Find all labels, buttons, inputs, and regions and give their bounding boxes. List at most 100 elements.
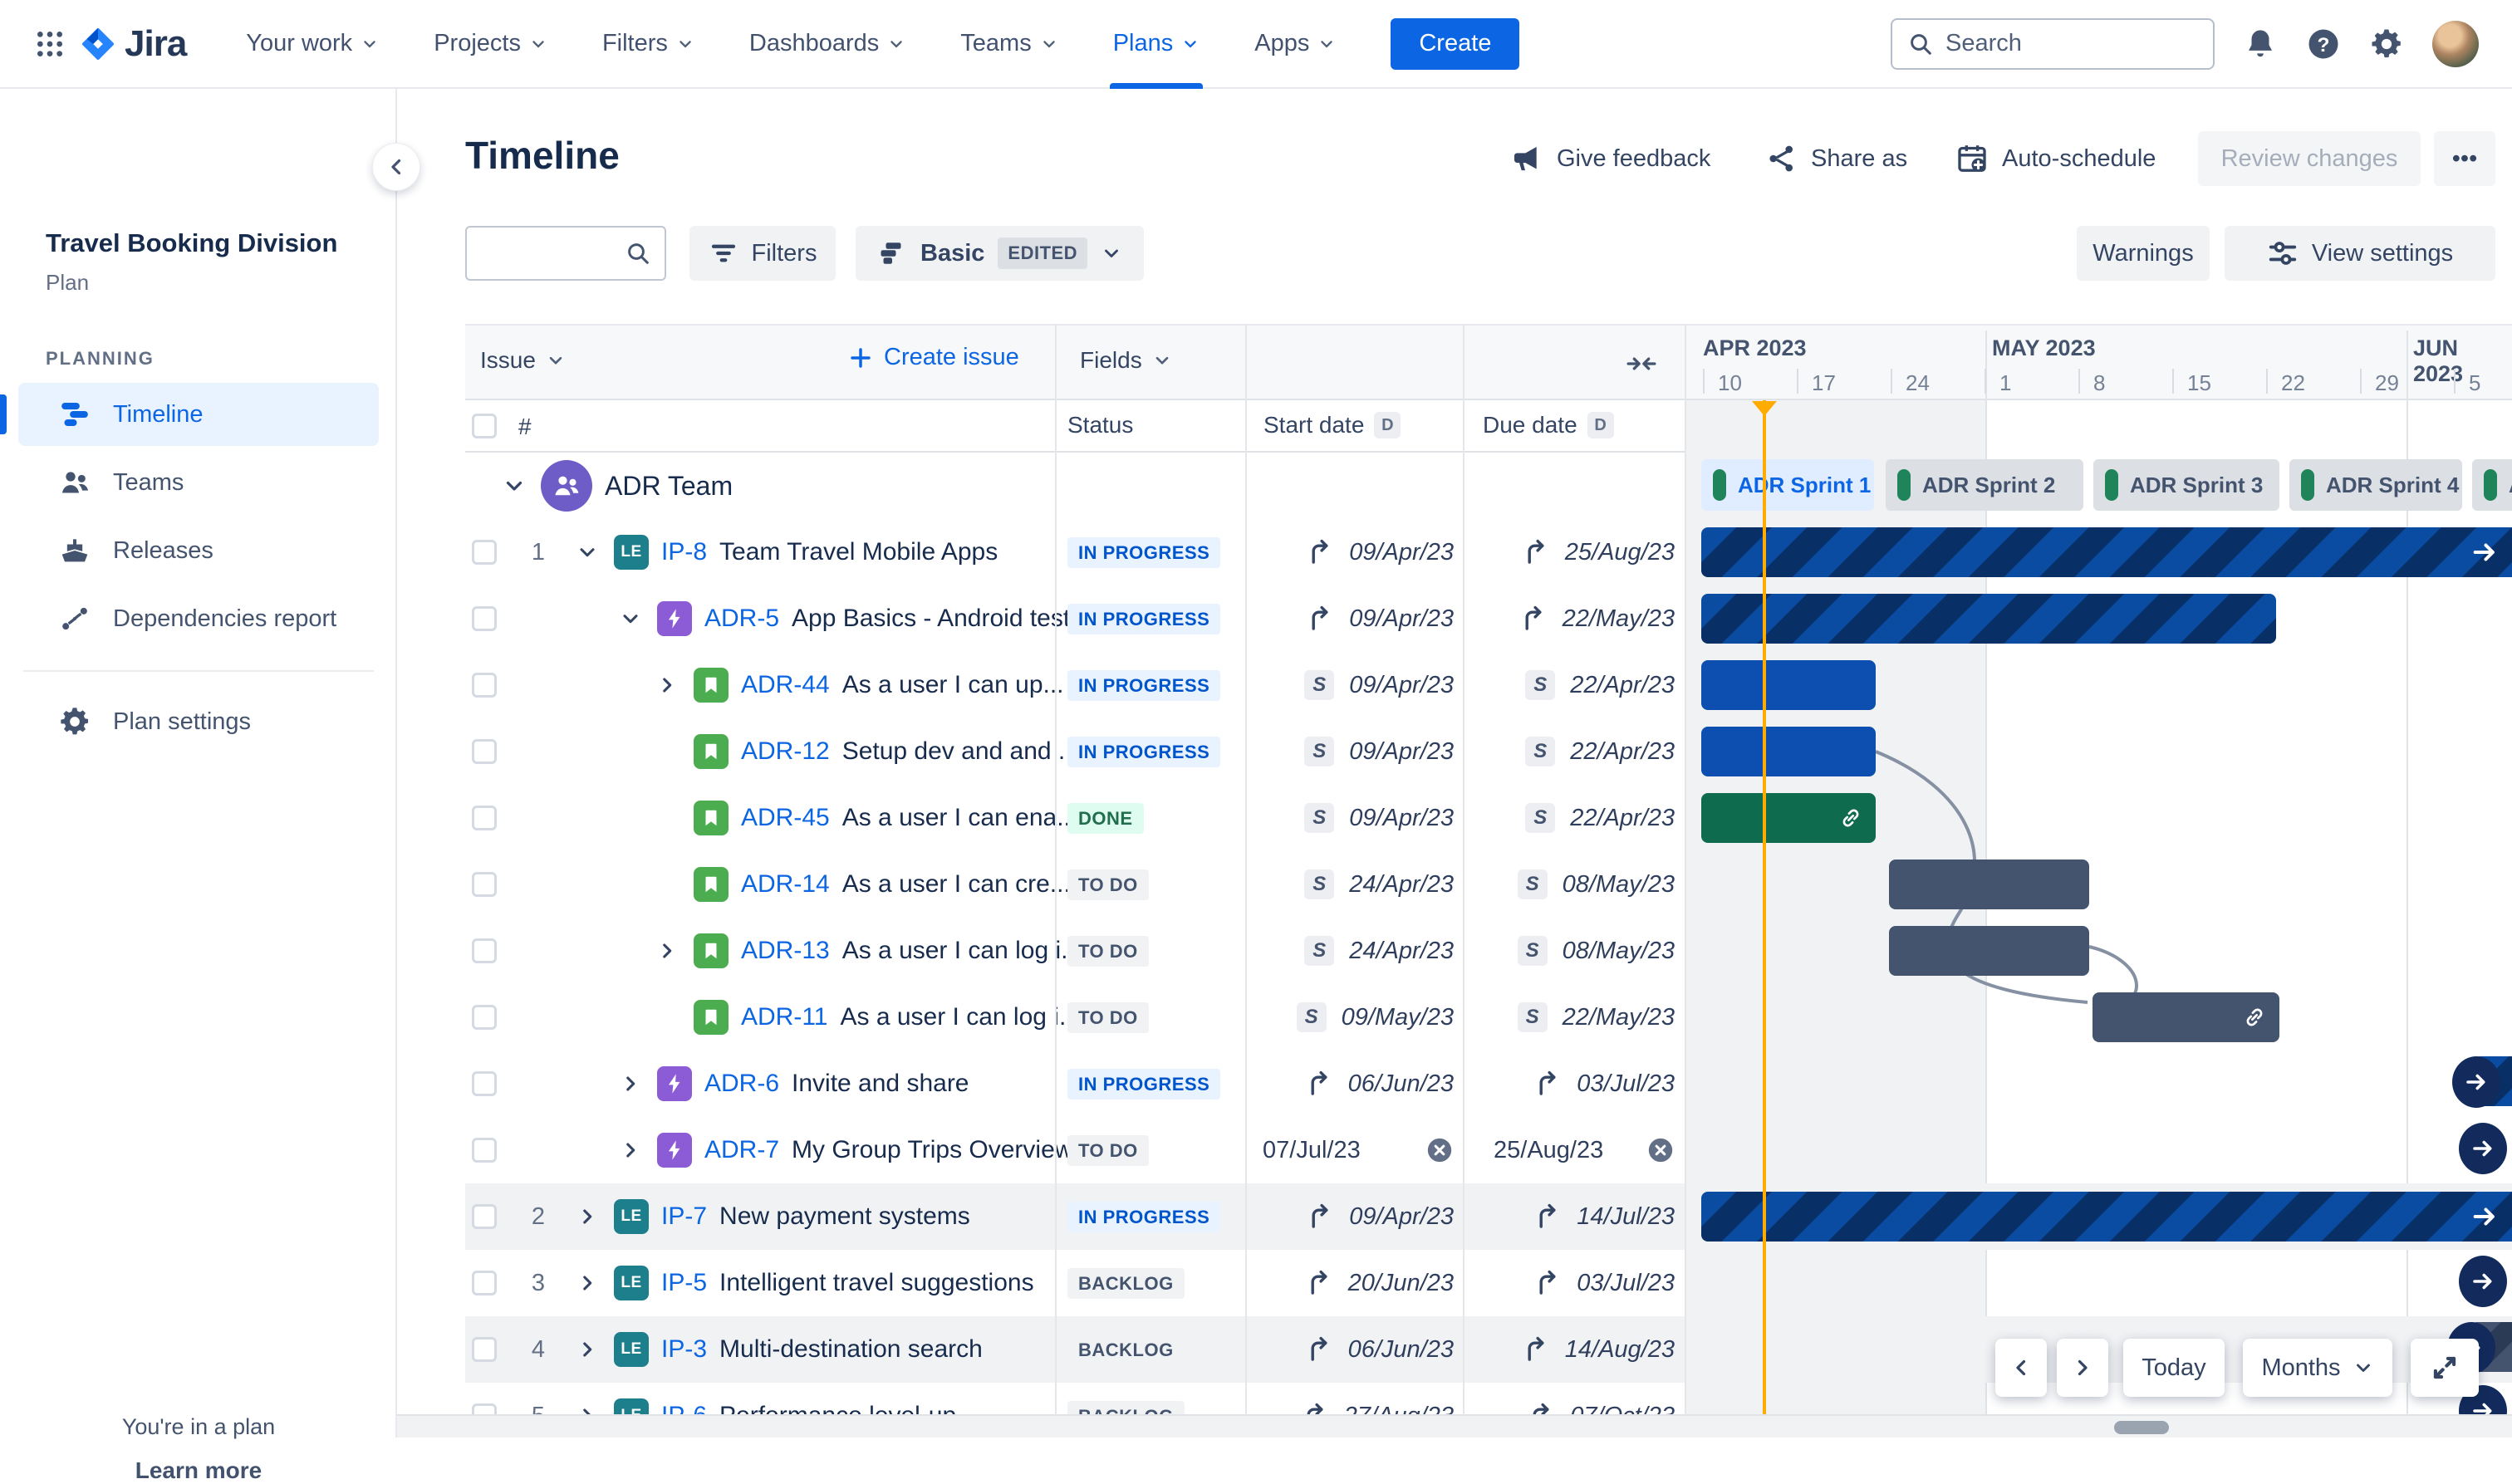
issue-key-link[interactable]: IP-3 [661,1335,708,1363]
start-date[interactable]: 24/Apr/23 [1349,937,1454,964]
issue-column-header[interactable]: Issue [480,347,566,374]
due-date[interactable]: 03/Jul/23 [1577,1070,1675,1097]
start-date[interactable]: 09/Apr/23 [1349,605,1454,632]
status-badge[interactable]: TO DO [1067,936,1149,967]
start-date[interactable]: 09/Apr/23 [1349,737,1454,765]
offscreen-right-indicator[interactable] [2452,1056,2500,1108]
nav-apps[interactable]: Apps [1233,17,1357,71]
issue-key-link[interactable]: IP-8 [661,538,708,566]
fullscreen-button[interactable] [2411,1339,2479,1397]
status-badge[interactable]: IN PROGRESS [1067,1202,1221,1232]
start-date[interactable]: 09/Apr/23 [1349,804,1454,831]
collapse-chevron-icon[interactable] [573,538,601,566]
row-checkbox[interactable] [472,1071,497,1096]
global-search-input[interactable] [1945,30,2186,57]
issue-key-link[interactable]: ADR-5 [704,605,780,632]
select-all-checkbox[interactable] [472,414,497,438]
gantt-bar-ip8[interactable] [1701,527,2512,577]
expand-chevron-icon[interactable] [653,937,681,965]
scroll-right-button[interactable] [2057,1339,2108,1397]
settings-gear-icon[interactable] [2369,27,2404,61]
sprint-bar-2[interactable]: ADR Sprint 2 [1886,459,2083,511]
status-badge[interactable]: IN PROGRESS [1067,737,1221,767]
gantt-bar-adr13[interactable] [1889,926,2089,976]
sprint-bar-4[interactable]: ADR Sprint 4 [2289,459,2462,511]
status-badge[interactable]: IN PROGRESS [1067,537,1221,568]
table-row[interactable]: ADR-12 Setup dev and and ... IN PROGRESS… [465,718,2512,785]
nav-filters[interactable]: Filters [581,17,716,71]
gantt-bar-adr11[interactable] [2093,992,2279,1042]
timeline-search-input[interactable] [492,240,625,267]
sidebar-item-timeline[interactable]: Timeline [0,383,379,446]
due-date[interactable]: 14/Jul/23 [1577,1202,1675,1230]
issue-key-link[interactable]: ADR-12 [741,737,830,765]
issue-key-link[interactable]: ADR-45 [741,804,830,831]
timeline-search-field[interactable] [465,226,666,281]
sprint-bar-5[interactable]: ADR Sprint 5 [2472,459,2512,511]
status-badge[interactable]: IN PROGRESS [1067,1069,1221,1100]
create-button[interactable]: Create [1391,17,1520,70]
table-row[interactable]: ADR-44 As a user I can up... IN PROGRESS… [465,652,2512,718]
status-badge[interactable]: IN PROGRESS [1067,604,1221,634]
nav-dashboards[interactable]: Dashboards [728,17,927,71]
sidebar-collapse-button[interactable] [372,143,420,191]
notifications-icon[interactable] [2243,27,2278,61]
gantt-bar-adr5[interactable] [1701,594,2276,644]
status-badge[interactable]: BACKLOG [1067,1268,1185,1299]
issue-key-link[interactable]: ADR-14 [741,870,830,898]
issue-key-link[interactable]: ADR-6 [704,1070,780,1097]
sidebar-item-teams[interactable]: Teams [18,451,379,514]
row-checkbox[interactable] [472,739,497,764]
auto-schedule-button[interactable]: Auto-schedule [1955,131,2156,186]
nav-your-work[interactable]: Your work [224,17,400,71]
due-date[interactable]: 03/Jul/23 [1577,1269,1675,1296]
gantt-bar-adr12[interactable] [1701,727,1876,776]
expand-chevron-icon[interactable] [616,1136,645,1164]
row-checkbox[interactable] [472,1271,497,1295]
learn-more-link[interactable]: Learn more [135,1457,262,1483]
row-checkbox[interactable] [472,673,497,698]
due-date[interactable]: 22/Apr/23 [1570,671,1675,698]
sprint-bar-3[interactable]: ADR Sprint 3 [2093,459,2279,511]
view-selector-button[interactable]: Basic EDITED [856,226,1145,281]
expand-chevron-icon[interactable] [653,671,681,699]
row-checkbox[interactable] [472,1138,497,1163]
expand-chevron-icon[interactable] [573,1202,601,1231]
collapse-chevron-icon[interactable] [616,605,645,633]
row-checkbox[interactable] [472,938,497,963]
issue-key-link[interactable]: IP-7 [661,1202,708,1230]
more-actions-button[interactable]: ••• [2434,131,2495,186]
table-row[interactable]: ADR-6 Invite and share IN PROGRESS 06/Ju… [465,1051,2512,1117]
sprint-bar-1[interactable]: ADR Sprint 1 [1701,459,1874,511]
status-badge[interactable]: TO DO [1067,869,1149,900]
due-date[interactable]: 14/Aug/23 [1564,1335,1675,1363]
view-settings-button[interactable]: View settings [2225,226,2495,281]
issue-key-link[interactable]: ADR-44 [741,671,830,698]
expand-chevron-icon[interactable] [573,1335,601,1364]
offscreen-right-indicator[interactable] [2459,1123,2507,1174]
team-group-row[interactable]: ADR Team [465,453,2512,519]
status-badge[interactable]: IN PROGRESS [1067,670,1221,701]
status-badge[interactable]: DONE [1067,803,1144,834]
table-row[interactable]: 1 LE IP-8 Team Travel Mobile Apps IN PRO… [465,519,2512,585]
due-date[interactable]: 25/Aug/23 [1564,538,1675,566]
zoom-level-dropdown[interactable]: Months [2243,1339,2392,1397]
scroll-left-button[interactable] [1995,1339,2047,1397]
issue-key-link[interactable]: IP-5 [661,1269,708,1296]
gantt-bar-adr14[interactable] [1889,860,2089,909]
sidebar-item-dependencies-report[interactable]: Dependencies report [18,587,379,650]
table-row[interactable]: ADR-7 My Group Trips Overview TO DO 07/J… [465,1117,2512,1183]
status-badge[interactable]: TO DO [1067,1135,1149,1166]
table-row[interactable]: ADR-5 App Basics - Android test IN PROGR… [465,585,2512,652]
gantt-bar-adr44[interactable] [1701,660,1876,710]
due-date[interactable]: 08/May/23 [1562,870,1675,898]
issue-key-link[interactable]: ADR-7 [704,1136,780,1163]
row-checkbox[interactable] [472,1204,497,1229]
table-row[interactable]: ADR-14 As a user I can cre... TO DO S 24/… [465,851,2512,918]
due-date[interactable]: 08/May/23 [1562,937,1675,964]
status-badge[interactable]: BACKLOG [1067,1335,1185,1365]
collapse-columns-icon[interactable] [1625,347,1658,380]
due-date[interactable]: 22/May/23 [1562,1003,1675,1031]
gantt-bar-ip7[interactable] [1701,1192,2512,1242]
global-search[interactable] [1891,17,2215,70]
